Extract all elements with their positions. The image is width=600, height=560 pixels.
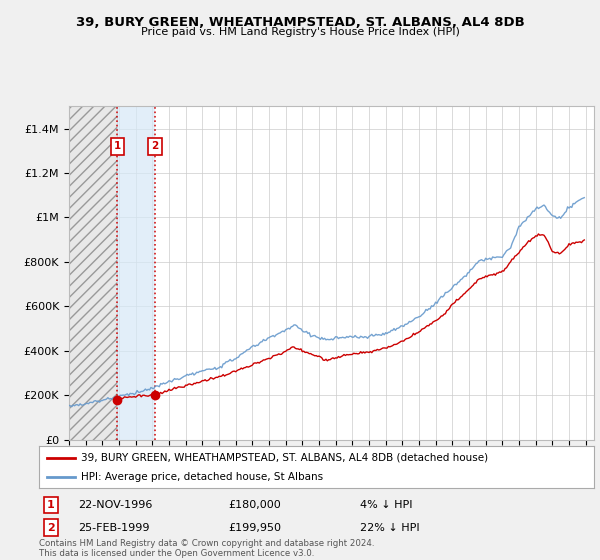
Text: Price paid vs. HM Land Registry's House Price Index (HPI): Price paid vs. HM Land Registry's House … — [140, 27, 460, 37]
Text: Contains HM Land Registry data © Crown copyright and database right 2024.
This d: Contains HM Land Registry data © Crown c… — [39, 539, 374, 558]
Bar — [69, 106, 118, 440]
Text: 25-FEB-1999: 25-FEB-1999 — [78, 522, 149, 533]
Text: 2: 2 — [47, 522, 55, 533]
Bar — [118, 106, 155, 440]
Text: 22% ↓ HPI: 22% ↓ HPI — [360, 522, 419, 533]
Text: 39, BURY GREEN, WHEATHAMPSTEAD, ST. ALBANS, AL4 8DB: 39, BURY GREEN, WHEATHAMPSTEAD, ST. ALBA… — [76, 16, 524, 29]
Text: £180,000: £180,000 — [228, 500, 281, 510]
Text: 1: 1 — [114, 141, 121, 151]
Text: HPI: Average price, detached house, St Albans: HPI: Average price, detached house, St A… — [80, 472, 323, 482]
Text: 1: 1 — [47, 500, 55, 510]
Text: 2: 2 — [151, 141, 158, 151]
Text: £199,950: £199,950 — [228, 522, 281, 533]
Text: 4% ↓ HPI: 4% ↓ HPI — [360, 500, 413, 510]
Text: 22-NOV-1996: 22-NOV-1996 — [78, 500, 152, 510]
Text: 39, BURY GREEN, WHEATHAMPSTEAD, ST. ALBANS, AL4 8DB (detached house): 39, BURY GREEN, WHEATHAMPSTEAD, ST. ALBA… — [80, 452, 488, 463]
